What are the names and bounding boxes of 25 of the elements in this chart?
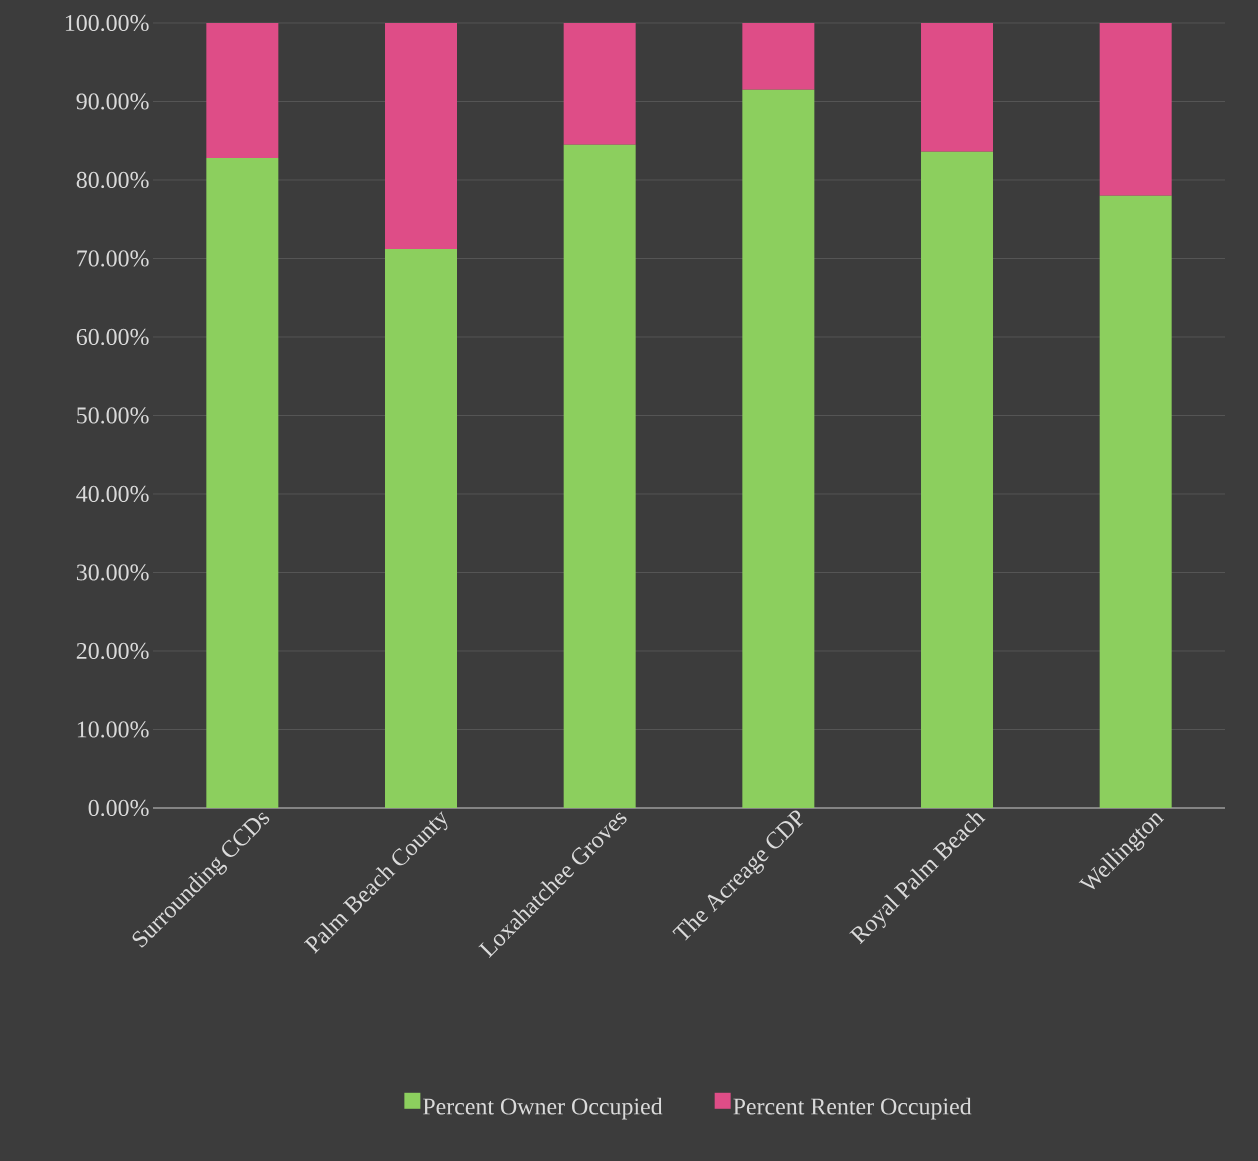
y-tick-label: 50.00% xyxy=(77,407,149,424)
bar xyxy=(921,151,994,808)
bar xyxy=(385,22,458,250)
bar xyxy=(1099,22,1172,196)
bar xyxy=(206,158,279,808)
bar xyxy=(563,22,636,145)
bar xyxy=(563,144,636,808)
y-tick-label: 70.00% xyxy=(77,250,149,267)
bar xyxy=(742,89,815,808)
bar xyxy=(921,22,994,152)
y-tick-label: 0.00% xyxy=(88,799,149,817)
y-tick-label: 20.00% xyxy=(76,642,149,660)
bar xyxy=(206,22,279,159)
legend-label: Percent Renter Occupied xyxy=(733,1097,972,1120)
bar xyxy=(385,249,458,808)
bar xyxy=(1099,195,1172,808)
y-tick-label: 30.00% xyxy=(76,564,149,581)
y-tick-label: 80.00% xyxy=(76,171,149,189)
y-tick-label: 40.00% xyxy=(76,485,149,503)
legend-label: Percent Owner Occupied xyxy=(423,1097,663,1120)
y-tick-label: 60.00% xyxy=(76,328,149,346)
bar xyxy=(742,22,815,90)
y-tick-label: 100.00% xyxy=(65,14,149,32)
y-tick-label: 90.00% xyxy=(76,93,149,110)
y-tick-label: 10.00% xyxy=(77,721,149,738)
